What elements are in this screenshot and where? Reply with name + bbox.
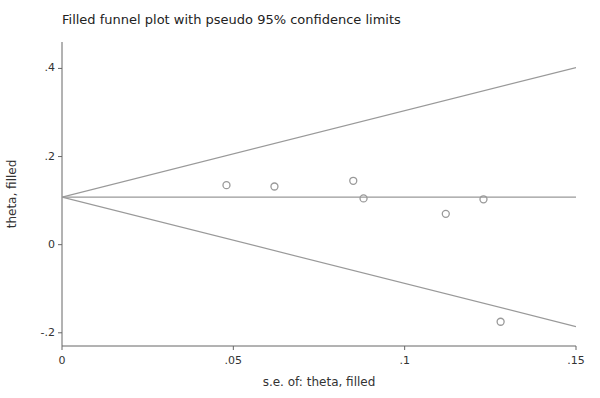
chart: -.2 0 .2 .4 0 .05 .1 .15 s.e. of: theta, filled t…	[0, 0, 600, 398]
x-tick	[62, 346, 63, 350]
y-tick-label: -.2	[41, 326, 55, 339]
x-tick	[576, 346, 577, 350]
plot-area	[62, 68, 576, 327]
y-tick	[58, 68, 62, 69]
x-tick	[404, 346, 405, 350]
y-tick	[58, 332, 62, 333]
point	[223, 182, 230, 189]
y-tick	[58, 244, 62, 245]
y-tick-label: .4	[45, 61, 56, 74]
point	[350, 177, 357, 184]
x-tick-label: .15	[567, 354, 585, 367]
point	[480, 196, 487, 203]
x-tick-label: 0	[59, 354, 66, 367]
x-tick-label: .1	[399, 354, 410, 367]
point	[497, 318, 504, 325]
y-axis-line	[62, 42, 63, 346]
line	[62, 68, 576, 198]
point	[442, 210, 449, 217]
line	[62, 197, 576, 327]
x-axis-line	[62, 346, 576, 347]
x-tick	[233, 346, 234, 350]
y-tick-label: 0	[48, 238, 55, 251]
line	[62, 196, 576, 197]
y-tick-label: .2	[45, 150, 56, 163]
point	[360, 195, 367, 202]
y-axis-label: theta, filled	[5, 160, 19, 229]
x-axis-label: s.e. of: theta, filled	[263, 375, 376, 389]
x-tick-label: .05	[225, 354, 243, 367]
point	[271, 183, 278, 190]
y-tick	[58, 156, 62, 157]
title: Filled funnel plot with pseudo 95% confi…	[62, 12, 401, 27]
